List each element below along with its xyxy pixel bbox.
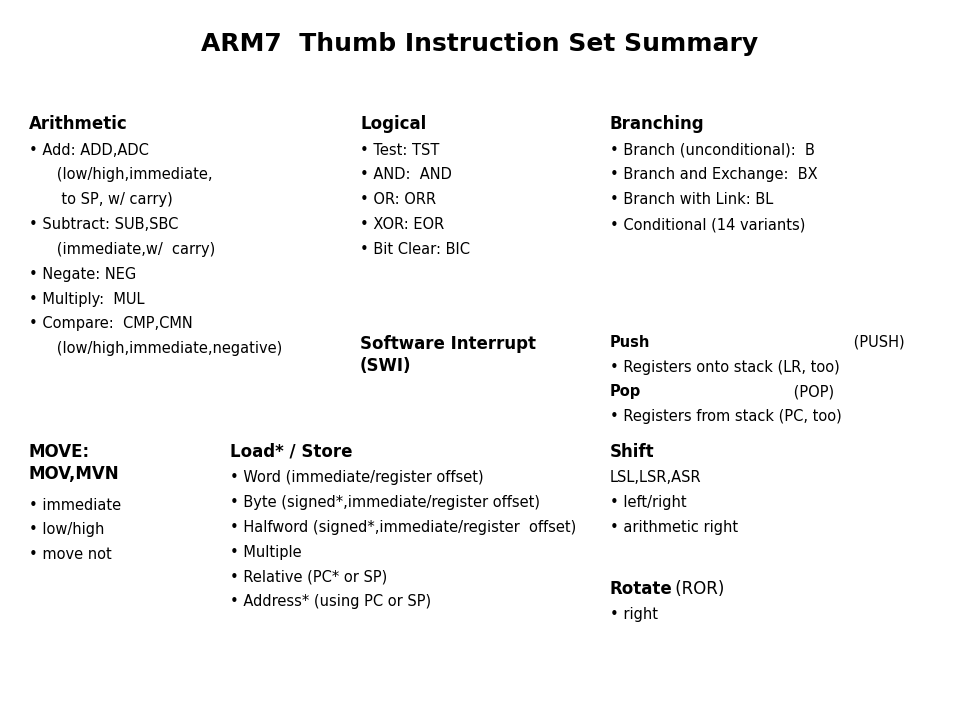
Text: (PUSH): (PUSH) bbox=[850, 335, 905, 350]
Text: • Bit Clear: BIC: • Bit Clear: BIC bbox=[360, 242, 470, 257]
Text: (POP): (POP) bbox=[789, 384, 834, 400]
Text: • XOR: EOR: • XOR: EOR bbox=[360, 217, 444, 232]
Text: Rotate: Rotate bbox=[610, 580, 672, 598]
Text: (low/high,immediate,: (low/high,immediate, bbox=[29, 167, 212, 182]
Text: • Branch and Exchange:  BX: • Branch and Exchange: BX bbox=[610, 167, 817, 182]
Text: • low/high: • low/high bbox=[29, 523, 105, 537]
Text: LSL,LSR,ASR: LSL,LSR,ASR bbox=[610, 470, 701, 485]
Text: • AND:  AND: • AND: AND bbox=[360, 167, 452, 182]
Text: Pop: Pop bbox=[610, 384, 641, 400]
Text: • Address* (using PC or SP): • Address* (using PC or SP) bbox=[230, 595, 432, 609]
Text: • arithmetic right: • arithmetic right bbox=[610, 520, 737, 535]
Text: • immediate: • immediate bbox=[29, 498, 121, 513]
Text: Logical: Logical bbox=[360, 115, 426, 133]
Text: (ROR): (ROR) bbox=[670, 580, 725, 598]
Text: Branching: Branching bbox=[610, 115, 705, 133]
Text: to SP, w/ carry): to SP, w/ carry) bbox=[29, 192, 173, 207]
Text: • Negate: NEG: • Negate: NEG bbox=[29, 266, 136, 282]
Text: • Multiply:  MUL: • Multiply: MUL bbox=[29, 292, 144, 307]
Text: • Subtract: SUB,SBC: • Subtract: SUB,SBC bbox=[29, 217, 179, 232]
Text: • move not: • move not bbox=[29, 547, 111, 562]
Text: • Add: ADD,ADC: • Add: ADD,ADC bbox=[29, 143, 149, 158]
Text: • Relative (PC* or SP): • Relative (PC* or SP) bbox=[230, 570, 388, 585]
Text: MOVE:
MOV,MVN: MOVE: MOV,MVN bbox=[29, 443, 119, 483]
Text: • Branch with Link: BL: • Branch with Link: BL bbox=[610, 192, 773, 207]
Text: Shift: Shift bbox=[610, 443, 654, 461]
Text: • Halfword (signed*,immediate/register  offset): • Halfword (signed*,immediate/register o… bbox=[230, 520, 577, 535]
Text: Load* / Store: Load* / Store bbox=[230, 443, 353, 461]
Text: • Word (immediate/register offset): • Word (immediate/register offset) bbox=[230, 470, 484, 485]
Text: • Byte (signed*,immediate/register offset): • Byte (signed*,immediate/register offse… bbox=[230, 495, 540, 510]
Text: • right: • right bbox=[610, 607, 658, 622]
Text: Arithmetic: Arithmetic bbox=[29, 115, 128, 133]
Text: • Registers from stack (PC, too): • Registers from stack (PC, too) bbox=[610, 409, 841, 424]
Text: ARM7  Thumb Instruction Set Summary: ARM7 Thumb Instruction Set Summary bbox=[202, 32, 758, 56]
Text: • OR: ORR: • OR: ORR bbox=[360, 192, 436, 207]
Text: • Registers onto stack (LR, too): • Registers onto stack (LR, too) bbox=[610, 359, 839, 374]
Text: (low/high,immediate,negative): (low/high,immediate,negative) bbox=[29, 341, 282, 356]
Text: • Compare:  CMP,CMN: • Compare: CMP,CMN bbox=[29, 316, 193, 331]
Text: Software Interrupt
(SWI): Software Interrupt (SWI) bbox=[360, 335, 536, 375]
Text: (immediate,w/  carry): (immediate,w/ carry) bbox=[29, 242, 215, 257]
Text: • left/right: • left/right bbox=[610, 495, 686, 510]
Text: • Branch (unconditional):  B: • Branch (unconditional): B bbox=[610, 143, 814, 158]
Text: • Multiple: • Multiple bbox=[230, 544, 302, 559]
Text: • Conditional (14 variants): • Conditional (14 variants) bbox=[610, 217, 805, 232]
Text: • Test: TST: • Test: TST bbox=[360, 143, 440, 158]
Text: Push: Push bbox=[610, 335, 650, 350]
